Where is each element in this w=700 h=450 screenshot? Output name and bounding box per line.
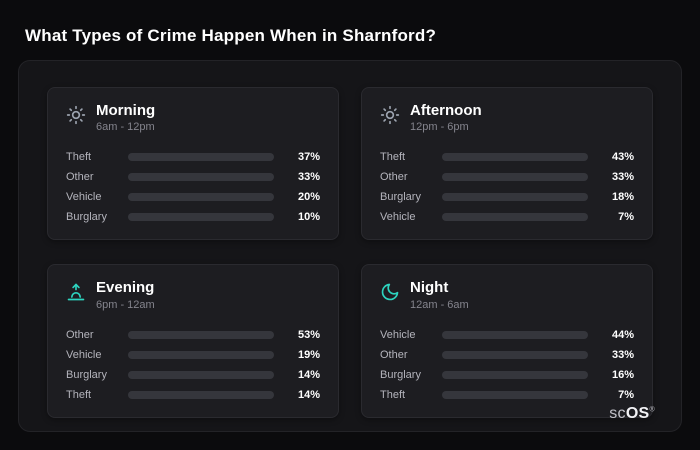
- bar-label: Burglary: [66, 211, 107, 224]
- card-evening: Evening 6pm - 12am Other 53% Vehicle 19%…: [47, 264, 339, 418]
- bar-value: 44%: [611, 328, 634, 341]
- brand-registered-mark: ®: [649, 406, 655, 414]
- card-heading: Evening 6pm - 12am: [96, 279, 155, 310]
- bar-label: Other: [380, 348, 408, 361]
- bar-track: [442, 370, 588, 379]
- bar-row: Burglary 14%: [66, 365, 320, 385]
- bar-row: Other 33%: [380, 345, 634, 365]
- sunset-icon: [67, 283, 85, 301]
- card-heading: Night 12am - 6am: [410, 279, 469, 310]
- brand-suffix: OS: [625, 405, 650, 422]
- brand-prefix: sc: [609, 405, 626, 422]
- bar-label: Theft: [380, 388, 406, 401]
- bar-track: [442, 153, 588, 162]
- bar-label: Burglary: [66, 368, 107, 381]
- bar-label: Other: [66, 328, 94, 341]
- bar-track: [128, 330, 274, 339]
- bar-label: Other: [380, 171, 408, 184]
- card-header: Night 12am - 6am: [380, 279, 634, 311]
- bar-rows: Vehicle 44% Other 33% Burglary 16% Theft: [380, 321, 634, 405]
- bar-row: Theft 43%: [380, 147, 634, 167]
- bar-value: 14%: [297, 368, 320, 381]
- bar-row: Burglary 10%: [66, 207, 320, 227]
- bar-label: Vehicle: [380, 328, 416, 341]
- bar-rows: Theft 43% Other 33% Burglary 18% Vehicle: [380, 143, 634, 227]
- bar-track: [442, 193, 588, 202]
- dashboard-panel: Morning 6am - 12pm Theft 37% Other 33% V…: [18, 60, 682, 432]
- bar-row: Other 33%: [380, 167, 634, 187]
- brand-logo: scOS®: [609, 405, 655, 423]
- bar-label: Vehicle: [66, 191, 102, 204]
- bar-value: 43%: [611, 151, 634, 164]
- card-night: Night 12am - 6am Vehicle 44% Other 33% B…: [361, 264, 653, 418]
- sun-icon: [380, 105, 400, 125]
- bar-value: 14%: [297, 388, 320, 401]
- bar-row: Other 53%: [66, 325, 320, 345]
- bar-label: Theft: [66, 151, 92, 164]
- moon-icon: [381, 283, 399, 301]
- bar-track: [442, 213, 588, 222]
- card-morning: Morning 6am - 12pm Theft 37% Other 33% V…: [47, 87, 339, 241]
- bar-row: Theft 7%: [380, 385, 634, 405]
- bar-value: 19%: [297, 348, 320, 361]
- bar-track: [128, 173, 274, 182]
- bar-track: [128, 153, 274, 162]
- sun-icon: [66, 105, 86, 125]
- bar-track: [128, 193, 274, 202]
- bar-track: [128, 213, 274, 222]
- card-subtitle: 6am - 12pm: [96, 121, 155, 134]
- card-heading: Morning 6am - 12pm: [96, 102, 155, 133]
- bar-label: Vehicle: [66, 348, 102, 361]
- bar-label: Other: [66, 171, 94, 184]
- bar-track: [442, 350, 588, 359]
- bar-value: 20%: [297, 191, 320, 204]
- bar-rows: Other 53% Vehicle 19% Burglary 14% Theft: [66, 321, 320, 405]
- card-heading: Afternoon 12pm - 6pm: [410, 102, 482, 133]
- bar-row: Theft 14%: [66, 385, 320, 405]
- bar-track: [442, 330, 588, 339]
- card-header: Morning 6am - 12pm: [66, 102, 320, 133]
- bar-track: [128, 370, 274, 379]
- bar-track: [128, 350, 274, 359]
- card-subtitle: 12pm - 6pm: [410, 121, 469, 134]
- bar-rows: Theft 37% Other 33% Vehicle 20% Burglary: [66, 143, 320, 227]
- card-header: Evening 6pm - 12am: [66, 279, 320, 311]
- bar-label: Vehicle: [380, 211, 416, 224]
- bar-value: 33%: [297, 171, 320, 184]
- bar-row: Other 33%: [66, 167, 320, 187]
- bar-value: 18%: [611, 191, 634, 204]
- bar-value: 53%: [297, 328, 320, 341]
- bar-track: [128, 390, 274, 399]
- bar-value: 33%: [611, 171, 634, 184]
- bar-value: 37%: [297, 151, 320, 164]
- bar-row: Vehicle 44%: [380, 325, 634, 345]
- page-title: What Types of Crime Happen When in Sharn…: [25, 26, 437, 45]
- card-title: Afternoon: [410, 102, 482, 119]
- bar-value: 16%: [611, 368, 634, 381]
- bar-row: Vehicle 19%: [66, 345, 320, 365]
- bar-track: [442, 390, 588, 399]
- card-header: Afternoon 12pm - 6pm: [380, 102, 634, 133]
- bar-row: Vehicle 7%: [380, 207, 634, 227]
- bar-value: 33%: [611, 348, 634, 361]
- bar-value: 7%: [618, 211, 634, 224]
- bar-track: [442, 173, 588, 182]
- bar-row: Vehicle 20%: [66, 187, 320, 207]
- bar-row: Burglary 16%: [380, 365, 634, 385]
- bar-label: Burglary: [380, 191, 421, 204]
- card-subtitle: 6pm - 12am: [96, 298, 155, 311]
- bar-row: Theft 37%: [66, 147, 320, 167]
- bar-row: Burglary 18%: [380, 187, 634, 207]
- card-afternoon: Afternoon 12pm - 6pm Theft 43% Other 33%…: [361, 87, 653, 241]
- bar-label: Burglary: [380, 368, 421, 381]
- card-subtitle: 12am - 6am: [410, 298, 469, 311]
- card-title: Night: [410, 279, 449, 297]
- bar-value: 7%: [618, 388, 634, 401]
- card-title: Morning: [96, 102, 156, 119]
- bar-label: Theft: [66, 388, 92, 401]
- card-title: Evening: [96, 279, 155, 297]
- bar-label: Theft: [380, 151, 406, 164]
- cards-grid: Morning 6am - 12pm Theft 37% Other 33% V…: [47, 87, 653, 418]
- bar-value: 10%: [297, 211, 320, 224]
